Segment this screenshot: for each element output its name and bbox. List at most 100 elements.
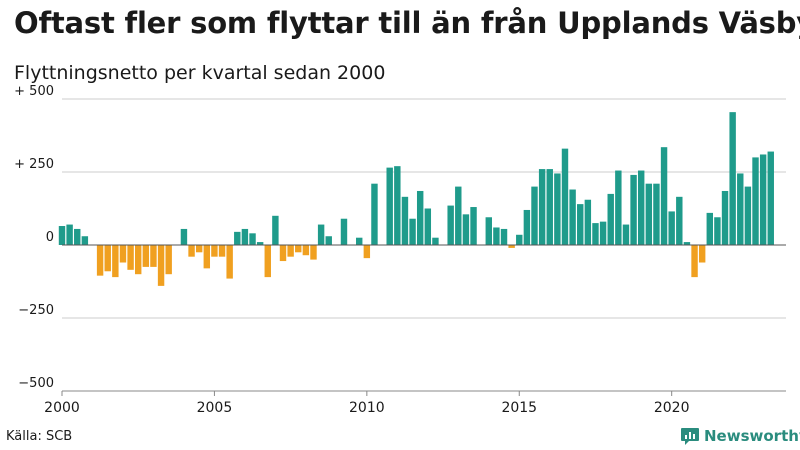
- bar: [546, 169, 553, 245]
- bar: [554, 173, 561, 245]
- x-tick-label: 2000: [44, 400, 80, 416]
- bar: [317, 224, 325, 245]
- bar: [310, 245, 317, 260]
- bar: [493, 227, 500, 245]
- bar: [660, 147, 668, 245]
- bar: [226, 245, 233, 279]
- x-tick-label: 2015: [501, 400, 537, 416]
- bar: [127, 245, 134, 270]
- bar: [66, 224, 73, 245]
- bar: [241, 228, 249, 245]
- bar: [767, 151, 774, 245]
- bar: [561, 148, 569, 245]
- bar: [508, 245, 515, 248]
- bar: [363, 245, 371, 259]
- bar: [721, 190, 729, 245]
- brand-logo: Newsworthy: [680, 426, 800, 446]
- bar: [485, 217, 492, 245]
- bar: [630, 174, 637, 245]
- source-note: Källa: SCB: [6, 429, 73, 444]
- bar: [112, 245, 119, 278]
- bar: [683, 242, 691, 245]
- bar: [455, 186, 462, 245]
- bar: [188, 245, 195, 257]
- bar: [432, 237, 439, 245]
- bar: [577, 204, 584, 245]
- bar: [195, 245, 203, 253]
- brand-name: Newsworthy: [704, 427, 800, 445]
- x-tick-label: 2010: [349, 400, 385, 416]
- bar: [234, 231, 241, 245]
- x-tick-label: 2005: [197, 400, 233, 416]
- bar: [264, 245, 271, 278]
- bar: [287, 245, 294, 257]
- bar: [325, 236, 332, 245]
- bar: [416, 190, 424, 245]
- bar: [691, 245, 698, 278]
- bar: [645, 183, 653, 245]
- bar: [569, 189, 576, 245]
- bar: [470, 207, 477, 245]
- bar: [272, 215, 279, 245]
- y-tick-label: + 250: [14, 157, 54, 172]
- bar: [119, 245, 127, 263]
- chart-title: Oftast fler som flyttar till än från Upp…: [14, 6, 800, 40]
- bar: [653, 183, 660, 245]
- bar: [58, 226, 66, 245]
- bar: [516, 234, 523, 245]
- bar: [340, 218, 348, 245]
- bar: [706, 212, 713, 245]
- bar: [409, 218, 416, 245]
- bar-chart-speech-icon: [681, 428, 699, 445]
- bar: [249, 233, 256, 245]
- bar: [523, 209, 531, 245]
- bar: [371, 183, 378, 245]
- bar: [607, 193, 614, 245]
- y-tick-label: 0: [46, 230, 54, 245]
- bar: [74, 228, 81, 245]
- bar: [142, 245, 150, 267]
- bar: [401, 196, 409, 245]
- bar: [592, 223, 599, 245]
- bar: [584, 199, 592, 245]
- bar: [447, 205, 454, 245]
- bar: [698, 245, 706, 263]
- bar: [279, 245, 287, 262]
- y-tick-label: −250: [18, 303, 54, 318]
- bar: [637, 170, 645, 245]
- bar: [256, 242, 264, 245]
- bar: [218, 245, 226, 257]
- bar: [150, 245, 157, 267]
- x-tick-label: 2020: [654, 400, 690, 416]
- bar: [203, 245, 211, 269]
- bar: [462, 214, 470, 245]
- bar: [759, 154, 767, 245]
- bar: [538, 169, 546, 245]
- bar: [302, 245, 310, 256]
- bar: [714, 217, 721, 245]
- bar: [615, 170, 622, 245]
- bar: [531, 186, 538, 245]
- bar: [668, 211, 675, 245]
- bar: [424, 208, 432, 245]
- bar: [81, 236, 89, 245]
- bar: [211, 245, 218, 257]
- bar: [394, 166, 401, 245]
- bar: [729, 112, 736, 245]
- bar: [96, 245, 104, 276]
- bar: [104, 245, 111, 272]
- bar: [500, 228, 508, 245]
- bar: [165, 245, 172, 275]
- y-tick-label: + 500: [14, 84, 54, 99]
- bar: [622, 224, 630, 245]
- bar: [599, 221, 607, 245]
- bar: [752, 157, 759, 245]
- bar: [386, 167, 393, 245]
- bar: [180, 228, 188, 245]
- y-tick-label: −500: [18, 376, 54, 391]
- chart-subtitle: Flyttningsnetto per kvartal sedan 2000: [14, 62, 386, 84]
- bar: [676, 196, 683, 245]
- bar: [737, 173, 744, 245]
- bar: [135, 245, 142, 275]
